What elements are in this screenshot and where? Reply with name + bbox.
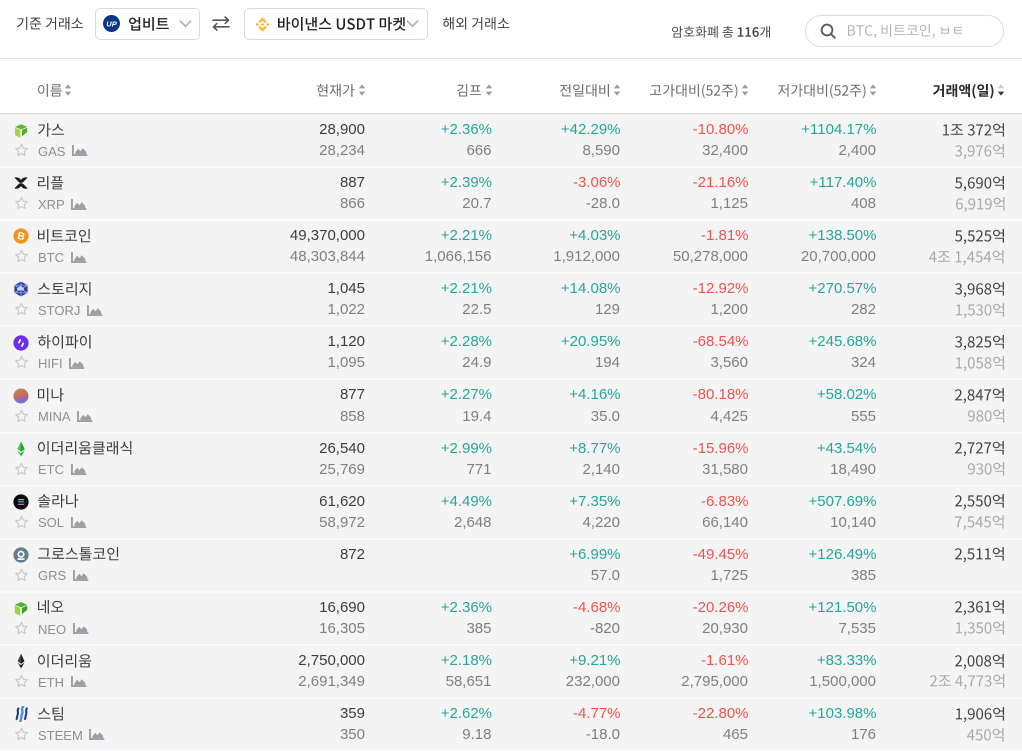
svg-text:B: B — [16, 230, 26, 243]
svg-text:UP: UP — [106, 19, 117, 28]
